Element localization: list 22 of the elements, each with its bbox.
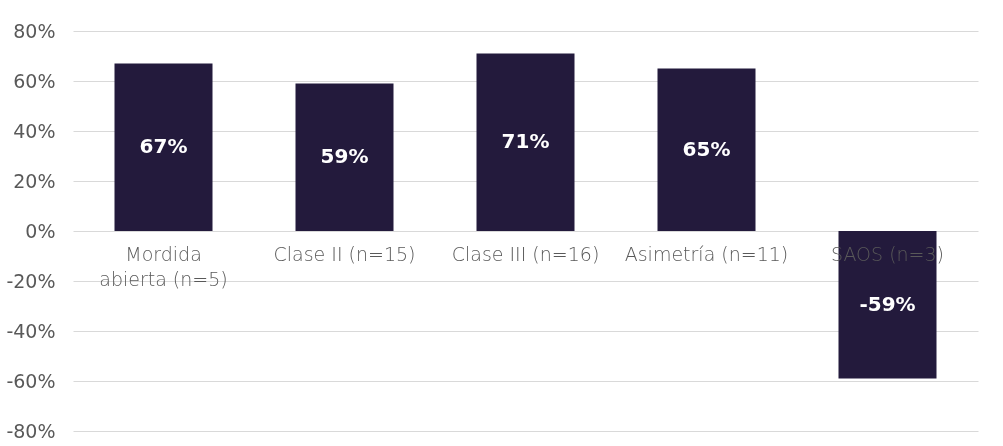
y-tick-label: 0% bbox=[25, 219, 56, 242]
bar bbox=[114, 63, 213, 231]
y-tick-label: -60% bbox=[6, 369, 56, 392]
y-tick-label: 60% bbox=[13, 69, 56, 92]
data-label: 59% bbox=[320, 144, 369, 169]
y-tick-label: 80% bbox=[13, 19, 56, 42]
x-tick-label: Clase II (n=15) bbox=[273, 242, 416, 265]
bar bbox=[657, 68, 756, 231]
y-tick-label: 20% bbox=[13, 169, 56, 192]
y-tick-label: -40% bbox=[6, 319, 56, 342]
y-tick-label: -80% bbox=[6, 419, 56, 442]
y-tick-label: -20% bbox=[6, 269, 56, 292]
x-tick-label: Asimetría (n=11) bbox=[624, 242, 789, 265]
data-label: 65% bbox=[682, 136, 731, 161]
data-label: 67% bbox=[139, 134, 188, 159]
bar bbox=[295, 83, 394, 231]
bar bbox=[476, 53, 575, 231]
x-tick-label: Clase III (n=16) bbox=[451, 242, 600, 265]
y-tick-label: 40% bbox=[13, 119, 56, 142]
x-tick-label: Mordida abierta (n=5) bbox=[99, 242, 228, 290]
data-label: 71% bbox=[501, 129, 550, 154]
data-label: -59% bbox=[859, 291, 916, 316]
